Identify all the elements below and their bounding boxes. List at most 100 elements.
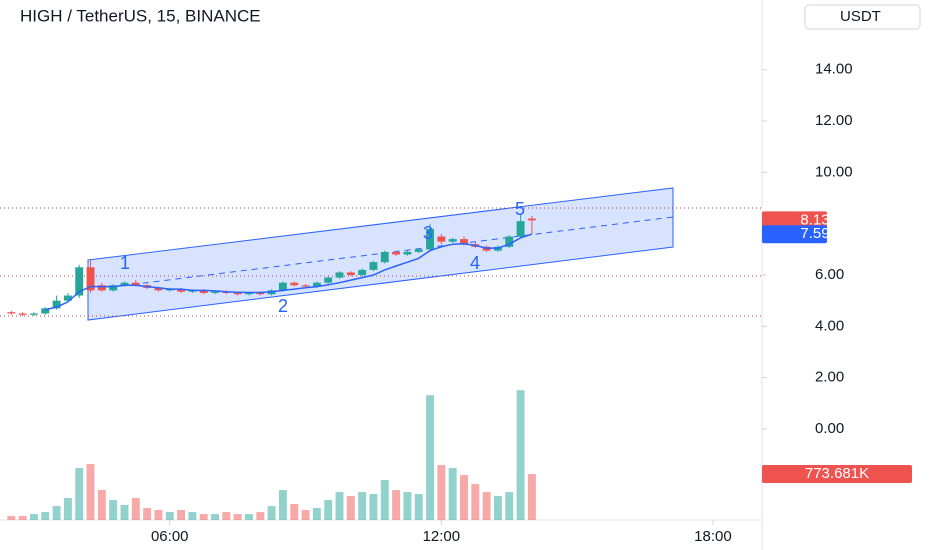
candle-body (177, 289, 186, 292)
volume-bar (358, 492, 367, 520)
volume-bar (369, 494, 378, 520)
y-tick-label: 14.00 (815, 61, 853, 78)
price-label-box (762, 211, 827, 230)
volume-bar (505, 492, 514, 520)
y-tick-label: 0.00 (815, 420, 844, 437)
candle-body (437, 236, 446, 242)
volume-bar (256, 512, 265, 520)
volume-bar (86, 464, 95, 520)
volume-bar (143, 507, 152, 520)
volume-bar (7, 516, 16, 520)
volume-bar (290, 504, 299, 520)
drawings (0, 187, 762, 321)
currency-box[interactable] (804, 4, 921, 30)
volume-bar (267, 506, 276, 520)
candle-body (403, 251, 412, 255)
volume-bar (460, 475, 468, 520)
volume-bar (301, 510, 310, 520)
x-tick-label: 06:00 (151, 528, 189, 545)
wave-label: 3 (423, 223, 433, 243)
volume-bar (380, 480, 389, 520)
volume-bar (188, 512, 197, 520)
volume-bar (392, 490, 401, 520)
candle-body (527, 218, 536, 221)
chart-title: HIGH / TetherUS, 15, BINANCE (20, 6, 261, 25)
volume-bar (63, 498, 72, 520)
candle-body (290, 282, 299, 286)
volume-bar (437, 465, 446, 520)
y-tick-label: 10.00 (815, 163, 853, 180)
y-tick-label: 4.00 (815, 317, 844, 334)
candle-body (211, 291, 219, 293)
volume-label: 773.681K (805, 465, 869, 482)
candle-body (380, 251, 389, 263)
volume-bar (199, 514, 208, 520)
volume-bar (493, 496, 502, 520)
ma-line (45, 233, 533, 311)
currency-label: USDT (840, 8, 881, 25)
volume-bar (18, 516, 27, 520)
candle-body (120, 282, 129, 286)
candle-body (256, 292, 265, 295)
candle-body (18, 313, 27, 315)
candle-body (29, 313, 38, 315)
candle-body (109, 285, 118, 291)
volume-bar (29, 514, 38, 520)
candle-body (358, 269, 367, 276)
volume-label-box (762, 465, 912, 483)
candle-body (233, 292, 242, 295)
volume-bar (527, 474, 536, 520)
volume-bar (426, 395, 435, 520)
volume-bar (245, 514, 253, 520)
y-tick-label: 2.00 (815, 369, 844, 386)
candle-body (312, 282, 321, 287)
candle-body (86, 267, 95, 291)
volume-bar (52, 506, 61, 520)
volume-bar (324, 500, 333, 520)
volume-bar (312, 507, 321, 520)
volume-bar (75, 468, 84, 520)
wave-label: 4 (470, 253, 480, 273)
candle-body (154, 287, 163, 291)
volume-bar (120, 505, 129, 520)
volume-bar (482, 492, 491, 520)
candle-body (414, 249, 423, 252)
candle-body (448, 239, 457, 242)
ma-label: 7.59 (800, 225, 829, 242)
candle-body (41, 308, 50, 314)
volume-bar (346, 496, 355, 520)
candle-body (245, 292, 253, 295)
volume-bar (516, 390, 525, 520)
channel (87, 187, 674, 321)
candle-body (278, 282, 287, 291)
candle-body (301, 285, 310, 287)
candle-body (97, 285, 106, 291)
candle-body (199, 290, 208, 293)
x-tick-label: 12:00 (423, 528, 461, 545)
price-label: 8.13 (800, 211, 829, 228)
candle-body (335, 272, 344, 278)
y-tick-label: 12.00 (815, 112, 853, 129)
ma-label-box (762, 225, 827, 244)
volume-bar (131, 498, 140, 520)
candle-body (392, 251, 401, 255)
volume-bar (403, 492, 412, 520)
candle-body (369, 262, 378, 270)
y-tick-label: 6.00 (815, 266, 844, 283)
volume-bar (448, 468, 457, 520)
wave-label: 5 (515, 199, 525, 219)
volume-bar (414, 494, 423, 520)
volume-bar (165, 512, 174, 520)
candle-body (131, 282, 140, 286)
volume-bar (154, 510, 163, 520)
volume-bar (222, 512, 231, 520)
x-tick-label: 18:00 (694, 528, 732, 545)
candle-body (7, 312, 16, 314)
candle-body (346, 272, 355, 276)
candle-body (52, 300, 61, 309)
candle-body (324, 277, 333, 283)
wave-label: 2 (278, 296, 288, 316)
candle-body (460, 239, 468, 245)
